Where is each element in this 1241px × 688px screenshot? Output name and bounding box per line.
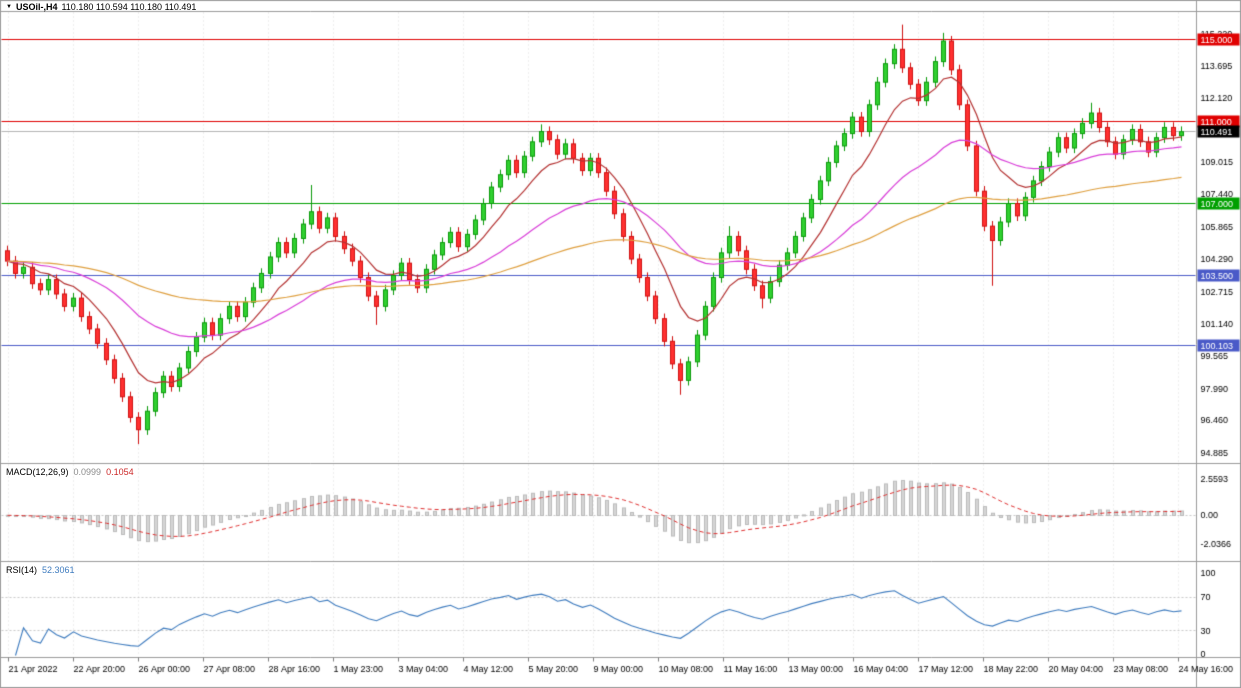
ohlc-values: 110.180 110.594 110.180 110.491 [61,2,197,12]
rsi-name: RSI(14) [6,565,38,575]
chart-title: ▼ USOil-,H4 110.180 110.594 110.180 110.… [6,2,196,12]
macd-indicator-label: MACD(12,26,9) 0.0999 0.1054 [6,467,134,477]
symbol-period-label: USOil-,H4 [15,2,58,12]
macd-name: MACD(12,26,9) [6,467,69,477]
rsi-indicator-label: RSI(14) 52.3061 [6,565,75,575]
macd-signal-value: 0.1054 [106,467,134,477]
macd-main-value: 0.0999 [73,467,102,477]
symbol-dropdown-icon[interactable]: ▼ [6,4,12,10]
rsi-value: 52.3061 [42,565,75,575]
